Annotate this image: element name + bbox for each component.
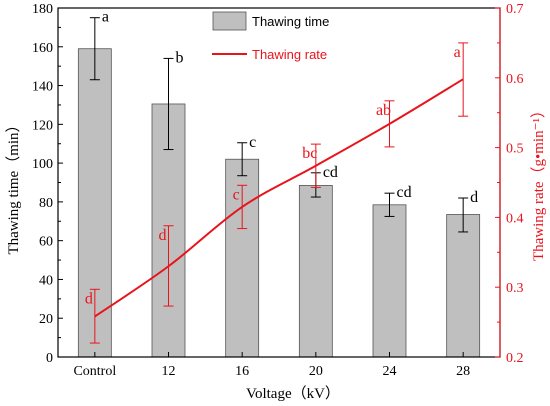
x-axis-label: Voltage（kV）: [246, 385, 340, 402]
y-left-tick-label-9: 180: [32, 2, 53, 17]
y-left-tick-label-5: 100: [32, 157, 53, 172]
y-left-tick-label-7: 140: [32, 80, 53, 95]
y-left-tick-label-3: 60: [39, 235, 53, 250]
line-sig-label-3: bc: [302, 145, 317, 162]
line-sig-label-4: ab: [376, 102, 391, 119]
bar-error-bars: [89, 17, 469, 233]
bar-sig-label-5: d: [470, 189, 478, 206]
y-right-tick-label-5: 0.7: [506, 2, 524, 17]
y-left-tick-label-0: 0: [46, 351, 53, 366]
y-right-tick-label-2: 0.4: [506, 211, 524, 226]
y-left-tick-label-2: 40: [39, 273, 53, 288]
x-tick-label-4: 24: [383, 364, 397, 379]
line-sig-label-0: d: [85, 290, 93, 307]
bar-sig-label-0: a: [102, 9, 109, 26]
y-right-tick-label-0: 0.2: [506, 351, 524, 366]
bar-3: [298, 185, 333, 358]
bar-sig-label-2: c: [249, 134, 256, 151]
y-left-tick-label-8: 160: [32, 41, 53, 56]
line-sig-label-5: a: [454, 44, 461, 61]
x-tick-label-5: 28: [456, 364, 470, 379]
bar-sig-label-4: cd: [397, 184, 412, 201]
y-axis-label-left: Thawing time（min）: [5, 117, 22, 254]
x-tick-label-0: Control: [73, 364, 116, 379]
axes: [57, 7, 501, 358]
line-sig-label-2: c: [233, 186, 240, 203]
legend-line-label: Thawing rate: [252, 47, 327, 62]
bar-5: [446, 214, 481, 358]
bar-4: [372, 204, 407, 358]
line-sig-label-1: d: [159, 227, 167, 244]
y-left-tick-label-6: 120: [32, 118, 53, 133]
legend-bar-swatch: [212, 11, 247, 31]
x-tick-label-3: 20: [309, 364, 323, 379]
y-right-tick-label-1: 0.3: [506, 281, 524, 296]
x-tick-label-1: 12: [162, 364, 176, 379]
y-left-tick-label-4: 80: [39, 196, 53, 211]
y-left-tick-label-1: 20: [39, 312, 53, 327]
tick-labels: 0 20 40 60 80 100 120 140 160 180 0.2 0.3 0.4 0.5 0.6 0…: [32, 2, 524, 379]
line-series-thawing-rate: [94, 78, 464, 318]
bar-sig-label-3: cd: [323, 164, 338, 181]
y-axis-label-right: Thawing rate（g•min⁻¹）: [530, 103, 547, 261]
y-right-tick-label-3: 0.5: [506, 142, 524, 157]
legend: Thawing time Thawing rate: [212, 11, 329, 62]
bar-sig-label-1: b: [176, 49, 184, 66]
y-right-tick-label-4: 0.6: [506, 72, 524, 87]
x-tick-label-2: 16: [235, 364, 249, 379]
bar-series-thawing-time: [77, 48, 481, 358]
legend-bar-label: Thawing time: [252, 14, 329, 29]
